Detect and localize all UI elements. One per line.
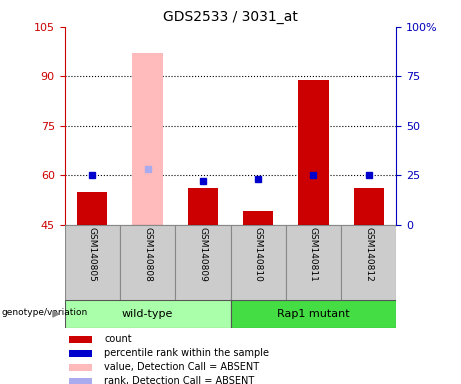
Bar [69, 350, 92, 357]
Bar [77, 192, 107, 225]
Text: GSM140809: GSM140809 [198, 227, 207, 282]
Text: percentile rank within the sample: percentile rank within the sample [104, 348, 269, 358]
Bar [230, 300, 396, 328]
Bar [69, 364, 92, 371]
Bar [69, 336, 92, 343]
Text: GSM140812: GSM140812 [364, 227, 373, 281]
Bar [65, 300, 230, 328]
Bar [120, 225, 175, 300]
Text: GSM140810: GSM140810 [254, 227, 263, 282]
Bar [354, 189, 384, 225]
Text: rank, Detection Call = ABSENT: rank, Detection Call = ABSENT [104, 376, 254, 384]
Bar [341, 225, 396, 300]
Text: value, Detection Call = ABSENT: value, Detection Call = ABSENT [104, 362, 259, 372]
Text: Rap1 mutant: Rap1 mutant [277, 309, 350, 319]
Bar [188, 189, 218, 225]
Title: GDS2533 / 3031_at: GDS2533 / 3031_at [163, 10, 298, 25]
Bar [298, 79, 329, 225]
Bar [132, 53, 163, 225]
Text: GSM140811: GSM140811 [309, 227, 318, 282]
Bar [175, 225, 230, 300]
Text: GSM140808: GSM140808 [143, 227, 152, 282]
Bar [65, 225, 120, 300]
Bar [286, 225, 341, 300]
Text: genotype/variation: genotype/variation [1, 308, 88, 317]
Bar [230, 225, 286, 300]
Bar [69, 378, 92, 384]
Text: count: count [104, 334, 132, 344]
Text: wild-type: wild-type [122, 309, 173, 319]
Text: GSM140805: GSM140805 [88, 227, 97, 282]
Bar [243, 212, 273, 225]
